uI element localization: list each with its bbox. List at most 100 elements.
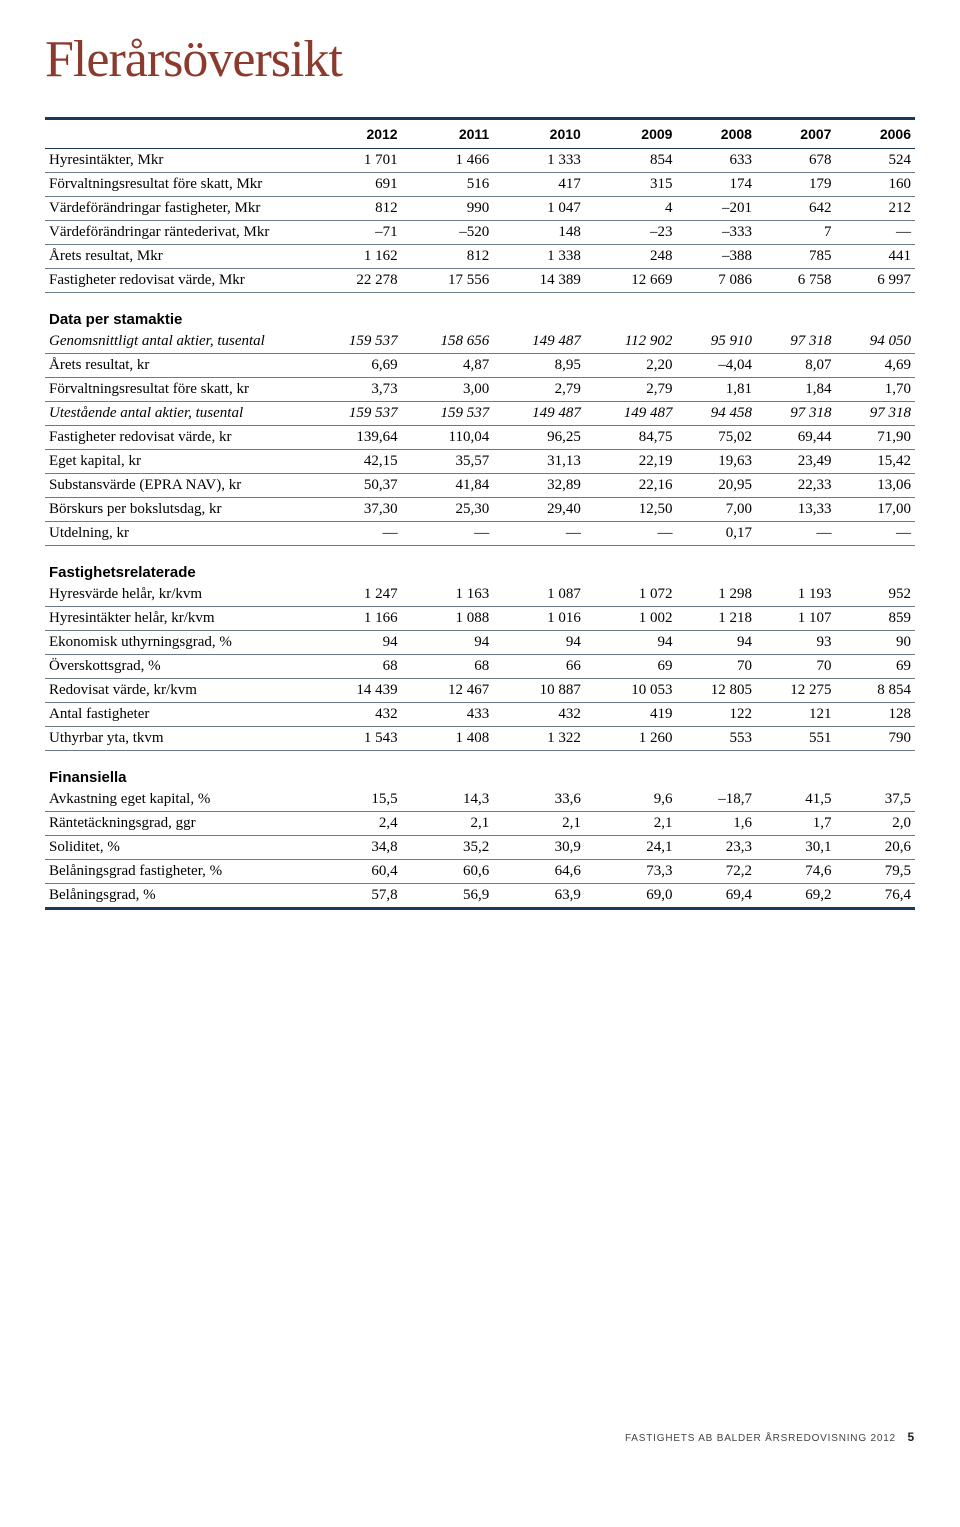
data-cell: 553: [676, 727, 756, 751]
data-cell: 4,69: [835, 354, 915, 378]
row-label: Fastigheter redovisat värde, kr: [45, 426, 310, 450]
data-cell: 1 047: [493, 197, 585, 221]
table-row: Uthyrbar yta, tkvm1 5431 4081 3221 26055…: [45, 727, 915, 751]
data-cell: 633: [676, 149, 756, 173]
table-row: Ekonomisk uthyrningsgrad, %9494949494939…: [45, 631, 915, 655]
data-cell: 41,5: [756, 788, 836, 812]
data-cell: 1 408: [402, 727, 494, 751]
row-label: Belåningsgrad fastigheter, %: [45, 860, 310, 884]
data-cell: —: [835, 221, 915, 245]
data-cell: 2,20: [585, 354, 677, 378]
data-cell: 1 543: [310, 727, 402, 751]
data-cell: 6 758: [756, 269, 836, 293]
data-cell: 68: [402, 655, 494, 679]
row-label: Uthyrbar yta, tkvm: [45, 727, 310, 751]
data-cell: 2,1: [402, 812, 494, 836]
data-cell: 0,17: [676, 522, 756, 546]
data-cell: 69: [585, 655, 677, 679]
data-cell: 20,95: [676, 474, 756, 498]
data-cell: 2,4: [310, 812, 402, 836]
data-cell: 212: [835, 197, 915, 221]
row-label: Värdeförändringar räntederivat, Mkr: [45, 221, 310, 245]
data-cell: 30,1: [756, 836, 836, 860]
data-cell: 432: [310, 703, 402, 727]
data-cell: –71: [310, 221, 402, 245]
data-cell: 90: [835, 631, 915, 655]
data-cell: —: [585, 522, 677, 546]
data-cell: 1 166: [310, 607, 402, 631]
row-label: Belåningsgrad, %: [45, 884, 310, 909]
data-cell: 37,30: [310, 498, 402, 522]
data-cell: 139,64: [310, 426, 402, 450]
table-row: Hyresintäkter helår, kr/kvm1 1661 0881 0…: [45, 607, 915, 631]
data-cell: 8 854: [835, 679, 915, 703]
data-cell: 69,4: [676, 884, 756, 909]
data-cell: 7 086: [676, 269, 756, 293]
row-label: Avkastning eget kapital, %: [45, 788, 310, 812]
data-cell: —: [756, 522, 836, 546]
data-cell: 110,04: [402, 426, 494, 450]
data-cell: —: [493, 522, 585, 546]
data-cell: 96,25: [493, 426, 585, 450]
data-cell: 13,06: [835, 474, 915, 498]
data-cell: –23: [585, 221, 677, 245]
footer-text: FASTIGHETS AB BALDER ÅRSREDOVISNING 2012: [625, 1433, 896, 1444]
data-cell: 1 466: [402, 149, 494, 173]
table-row: Fastigheter redovisat värde, Mkr22 27817…: [45, 269, 915, 293]
data-cell: 63,9: [493, 884, 585, 909]
page-title: Flerårsöversikt: [45, 30, 915, 89]
row-label: Förvaltningsresultat före skatt, Mkr: [45, 173, 310, 197]
row-label: Hyresintäkter helår, kr/kvm: [45, 607, 310, 631]
row-label: Fastigheter redovisat värde, Mkr: [45, 269, 310, 293]
data-cell: 12 275: [756, 679, 836, 703]
data-cell: 551: [756, 727, 836, 751]
data-cell: 8,95: [493, 354, 585, 378]
data-cell: 1 016: [493, 607, 585, 631]
data-cell: 160: [835, 173, 915, 197]
data-cell: 70: [756, 655, 836, 679]
data-cell: 691: [310, 173, 402, 197]
table-row: Antal fastigheter432433432419122121128: [45, 703, 915, 727]
data-cell: 248: [585, 245, 677, 269]
data-cell: 84,75: [585, 426, 677, 450]
table-row: Värdeförändringar räntederivat, Mkr–71–5…: [45, 221, 915, 245]
data-cell: 148: [493, 221, 585, 245]
table-row: Substansvärde (EPRA NAV), kr50,3741,8432…: [45, 474, 915, 498]
row-label: Antal fastigheter: [45, 703, 310, 727]
table-row: Hyresvärde helår, kr/kvm1 2471 1631 0871…: [45, 583, 915, 607]
row-label: Årets resultat, Mkr: [45, 245, 310, 269]
data-cell: 14,3: [402, 788, 494, 812]
footer-page-number: 5: [908, 1430, 915, 1444]
data-cell: 812: [402, 245, 494, 269]
data-cell: 854: [585, 149, 677, 173]
data-cell: 1 701: [310, 149, 402, 173]
data-cell: 516: [402, 173, 494, 197]
data-cell: 121: [756, 703, 836, 727]
data-cell: 68: [310, 655, 402, 679]
section-head-row: Finansiella: [45, 751, 915, 789]
data-cell: 9,6: [585, 788, 677, 812]
data-cell: 60,4: [310, 860, 402, 884]
data-cell: 159 537: [310, 330, 402, 354]
data-cell: 952: [835, 583, 915, 607]
table-header-year: 2009: [585, 119, 677, 149]
data-cell: 6 997: [835, 269, 915, 293]
data-cell: 432: [493, 703, 585, 727]
row-label: Värdeförändringar fastigheter, Mkr: [45, 197, 310, 221]
data-cell: 122: [676, 703, 756, 727]
data-cell: 417: [493, 173, 585, 197]
table-body: Hyresintäkter, Mkr1 7011 4661 3338546336…: [45, 149, 915, 909]
data-cell: 1 298: [676, 583, 756, 607]
data-cell: 60,6: [402, 860, 494, 884]
section-head-label: Finansiella: [45, 751, 915, 789]
data-cell: 6,69: [310, 354, 402, 378]
data-cell: 2,79: [585, 378, 677, 402]
section-head-label: Data per stamaktie: [45, 293, 915, 331]
data-cell: 30,9: [493, 836, 585, 860]
data-cell: 25,30: [402, 498, 494, 522]
data-cell: —: [835, 522, 915, 546]
data-cell: 1 107: [756, 607, 836, 631]
table-row: Hyresintäkter, Mkr1 7011 4661 3338546336…: [45, 149, 915, 173]
data-cell: 76,4: [835, 884, 915, 909]
data-cell: 859: [835, 607, 915, 631]
